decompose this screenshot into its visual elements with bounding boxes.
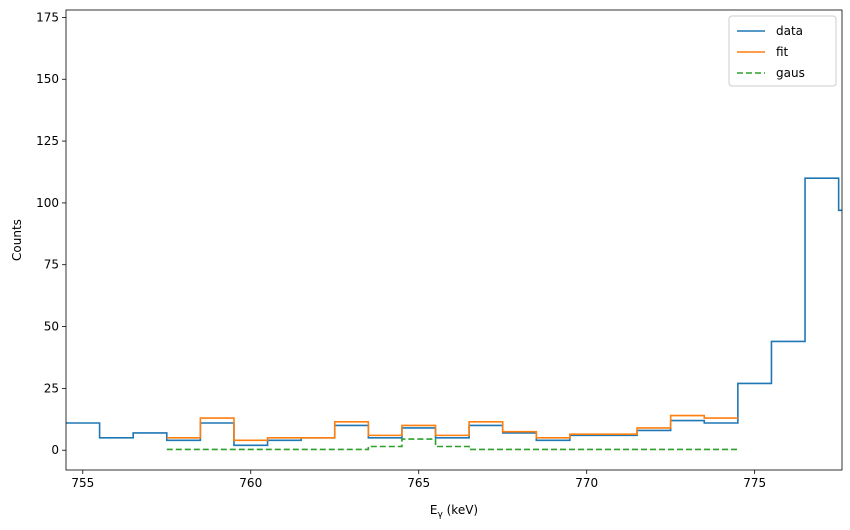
y-tick-label: 0 bbox=[51, 443, 59, 457]
y-axis: 0 25 50 75 100 125 150 175 bbox=[36, 10, 66, 457]
legend-label-fit: fit bbox=[776, 45, 789, 59]
plot-frame bbox=[65, 9, 843, 471]
y-tick-label: 75 bbox=[44, 258, 59, 272]
x-tick-label: 760 bbox=[239, 476, 262, 490]
legend: data fit gaus bbox=[728, 15, 837, 87]
x-tick-label: 755 bbox=[71, 476, 94, 490]
x-axis: 755 760 765 770 775 bbox=[71, 470, 766, 490]
x-tick-label: 770 bbox=[575, 476, 598, 490]
y-tick-label: 100 bbox=[36, 196, 59, 210]
series-data-line bbox=[66, 177, 842, 447]
series-layer bbox=[66, 177, 842, 451]
x-axis-label: Eγ (keV) bbox=[430, 503, 478, 520]
series-gaus-line bbox=[166, 438, 738, 451]
legend-label-data: data bbox=[776, 24, 803, 38]
y-tick-label: 125 bbox=[36, 134, 59, 148]
y-tick-label: 25 bbox=[44, 381, 59, 395]
y-tick-label: 175 bbox=[36, 10, 59, 24]
x-tick-label: 775 bbox=[743, 476, 766, 490]
y-tick-label: 150 bbox=[36, 72, 59, 86]
y-tick-label: 50 bbox=[44, 320, 59, 334]
x-tick-label: 765 bbox=[407, 476, 430, 490]
legend-label-gaus: gaus bbox=[776, 66, 805, 80]
y-axis-label: Counts bbox=[10, 219, 24, 261]
series-fit-line bbox=[166, 414, 738, 442]
legend-box bbox=[728, 15, 837, 87]
